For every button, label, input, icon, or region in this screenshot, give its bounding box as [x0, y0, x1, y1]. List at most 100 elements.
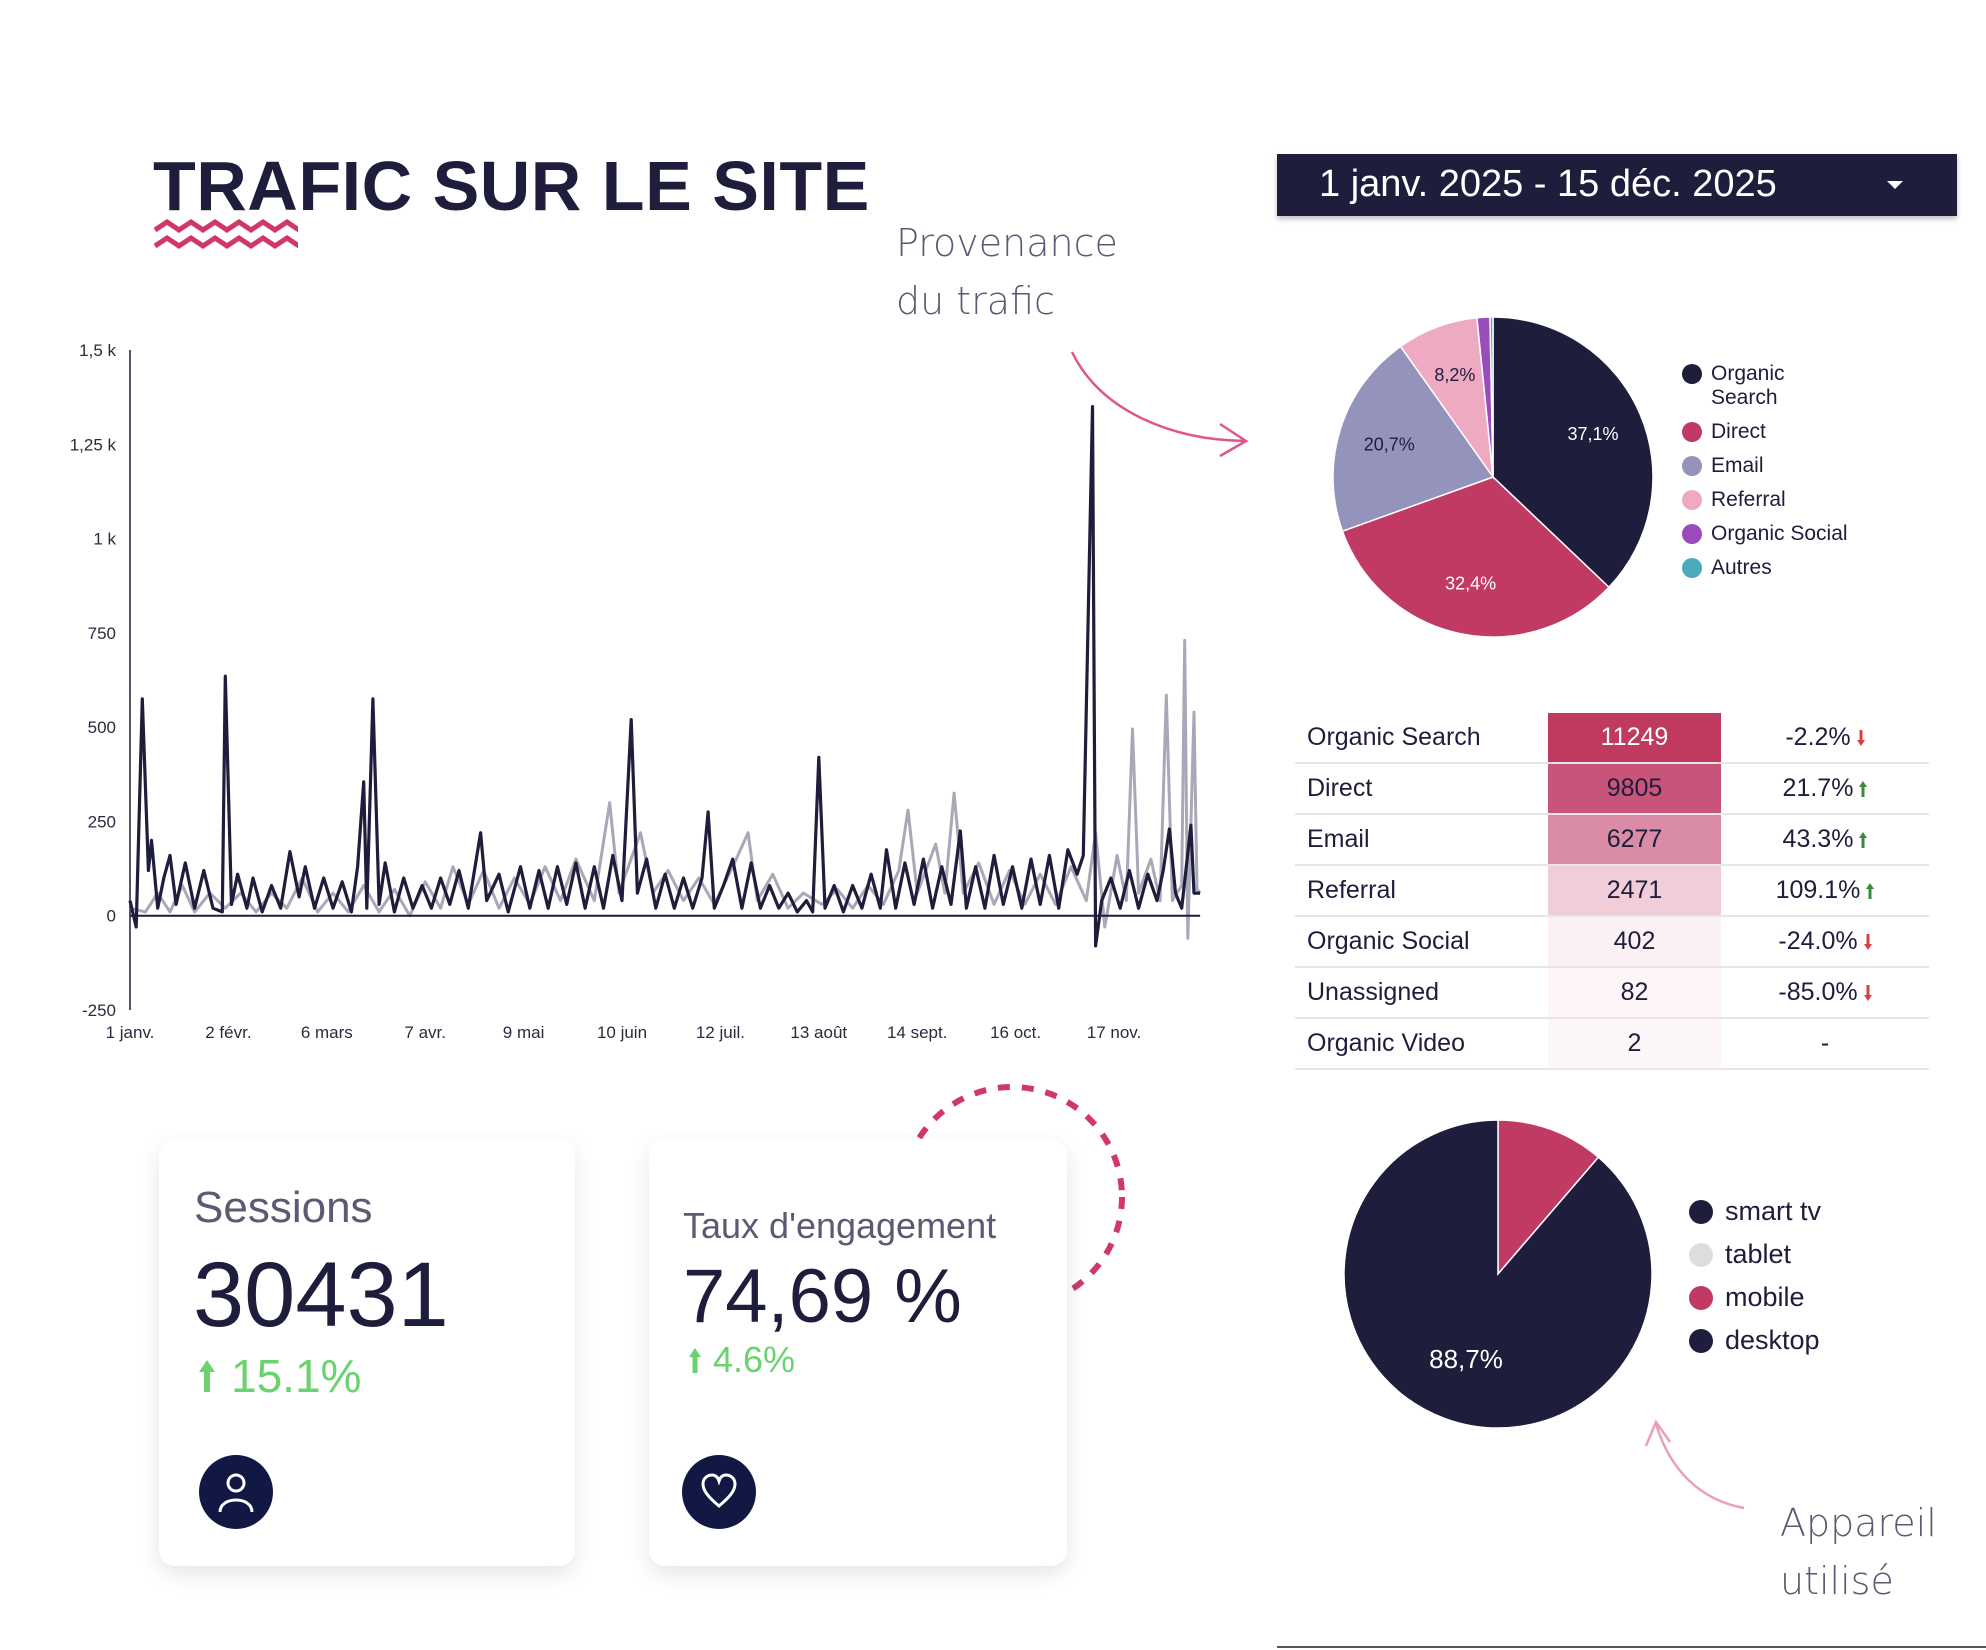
kpi-label: Sessions [194, 1183, 373, 1232]
legend-label: Referral [1711, 488, 1786, 511]
y-tick-label: 1,25 k [70, 435, 117, 454]
legend-item[interactable]: Email [1682, 454, 1902, 478]
divider [1277, 1646, 1986, 1648]
date-range-picker[interactable]: 1 janv. 2025 - 15 déc. 2025 [1277, 154, 1957, 216]
slice-label: 37,1% [1567, 424, 1618, 444]
legend-dot-icon [1682, 422, 1702, 442]
legend-item[interactable]: smart tv [1689, 1196, 1889, 1227]
arrow-up-icon [1859, 781, 1868, 798]
series-line-0 [128, 405, 1201, 948]
traffic-source-pie-chart: 37,1% 32,4% 20,7% 8,2% [1332, 316, 1654, 638]
slice-label: 20,7% [1364, 434, 1415, 454]
kpi-change: 4.6% [687, 1339, 795, 1381]
annotation-line: utilisé [1780, 1559, 1894, 1603]
slice-label: 32,4% [1445, 573, 1496, 593]
change-cell: 109.1% [1721, 865, 1929, 917]
change-value: -85.0% [1778, 978, 1858, 1006]
legend-dot-icon [1689, 1243, 1713, 1267]
arrow-up-icon [199, 1360, 215, 1392]
y-tick-label: -250 [82, 1001, 116, 1020]
caret-down-icon [1887, 181, 1903, 189]
arrow-down-icon [1863, 985, 1872, 1002]
slice-label: 8,2% [1434, 365, 1475, 385]
pie-slice [1492, 316, 1654, 589]
sessions-value: 9805 [1548, 763, 1721, 815]
pie-slice [1497, 1119, 1600, 1277]
kpi-value: 74,69 % [683, 1254, 962, 1339]
legend-item[interactable]: Referral [1682, 488, 1902, 512]
legend-label: Autres [1711, 556, 1772, 579]
pie-slice [1343, 1119, 1653, 1429]
legend-label: desktop [1725, 1325, 1820, 1355]
legend-dot-icon [1689, 1200, 1713, 1224]
zigzag-decoration-icon [153, 218, 298, 250]
channel-name: Organic Video [1295, 1018, 1548, 1070]
pie-slice [1332, 345, 1495, 533]
change-cell: -2.2% [1721, 713, 1929, 764]
kpi-value: 30431 [193, 1244, 449, 1346]
x-tick-label: 16 oct. [990, 1023, 1041, 1042]
user-icon [199, 1455, 273, 1529]
pie-slice [1341, 476, 1611, 638]
legend-dot-icon [1682, 456, 1702, 476]
y-tick-label: 1 k [93, 530, 116, 549]
x-tick-label: 17 nov. [1087, 1023, 1142, 1042]
annotation-device: Appareil utilisé [1780, 1494, 1937, 1610]
legend-dot-icon [1682, 524, 1702, 544]
sessions-value: 6277 [1548, 814, 1721, 866]
legend-item[interactable]: Organic Social [1682, 522, 1902, 546]
curved-arrow-icon [1070, 351, 1249, 458]
heart-icon [682, 1455, 756, 1529]
x-tick-label: 14 sept. [887, 1023, 948, 1042]
y-tick-label: 500 [88, 718, 116, 737]
legend-item[interactable]: desktop [1689, 1325, 1889, 1356]
change-value: 21.7% [1782, 774, 1854, 802]
x-tick-label: 12 juil. [696, 1023, 745, 1042]
legend-item[interactable]: Autres [1682, 556, 1902, 580]
x-tick-label: 2 févr. [205, 1023, 251, 1042]
legend-label: Email [1711, 454, 1764, 477]
legend-dot-icon [1682, 490, 1702, 510]
series-line-1 [129, 638, 1202, 940]
kpi-change: 15.1% [197, 1349, 361, 1403]
legend-item[interactable]: Organic Search [1682, 362, 1902, 410]
kpi-change-value: 15.1% [231, 1350, 362, 1402]
table-row: Direct 9805 21.7% [1295, 763, 1929, 815]
arrow-up-icon [1866, 883, 1875, 900]
table-row: Organic Search 11249 -2.2% [1295, 713, 1929, 764]
traffic-source-legend: Organic Search Direct Email Referral Organic… [1682, 362, 1902, 590]
legend-dot-icon [1682, 558, 1702, 578]
channel-name: Email [1295, 814, 1548, 866]
channel-name: Referral [1295, 865, 1548, 917]
arrow-up-icon [689, 1348, 701, 1373]
change-value: -24.0% [1778, 927, 1858, 955]
y-tick-label: 750 [88, 624, 116, 643]
channel-name: Direct [1295, 763, 1548, 815]
sessions-value: 2 [1548, 1018, 1721, 1070]
device-pie-chart: 88,7% [1343, 1119, 1653, 1429]
change-cell: 43.3% [1721, 814, 1929, 866]
legend-label: Organic Search [1711, 362, 1785, 409]
legend-item[interactable]: tablet [1689, 1239, 1889, 1270]
y-tick-label: 250 [88, 812, 116, 831]
channels-table: Organic Search 11249 -2.2% Direct 9805 21.7% E… [1295, 713, 1929, 1070]
pie-slice [1489, 316, 1494, 478]
legend-item[interactable]: mobile [1689, 1282, 1889, 1313]
arrow-down-icon [1856, 730, 1865, 747]
legend-label: mobile [1725, 1282, 1805, 1312]
sessions-value: 402 [1548, 916, 1721, 968]
legend-item[interactable]: Direct [1682, 420, 1902, 444]
annotation-traffic-source: Provenance du trafic [896, 214, 1118, 330]
y-tick-label: 0 [107, 907, 116, 926]
change-value: 109.1% [1775, 876, 1861, 904]
legend-label: Organic Social [1711, 522, 1848, 545]
legend-dot-icon [1689, 1329, 1713, 1353]
annotation-line: Appareil [1780, 1501, 1937, 1545]
table-row: Unassigned 82 -85.0% [1295, 967, 1929, 1019]
change-cell: -85.0% [1721, 967, 1929, 1019]
arrow-down-icon [1863, 934, 1872, 951]
annotation-line: Provenance [896, 221, 1118, 265]
x-tick-label: 9 mai [503, 1023, 545, 1042]
annotation-line: du trafic [896, 279, 1055, 323]
page-title: TRAFIC SUR LE SITE [153, 147, 870, 225]
